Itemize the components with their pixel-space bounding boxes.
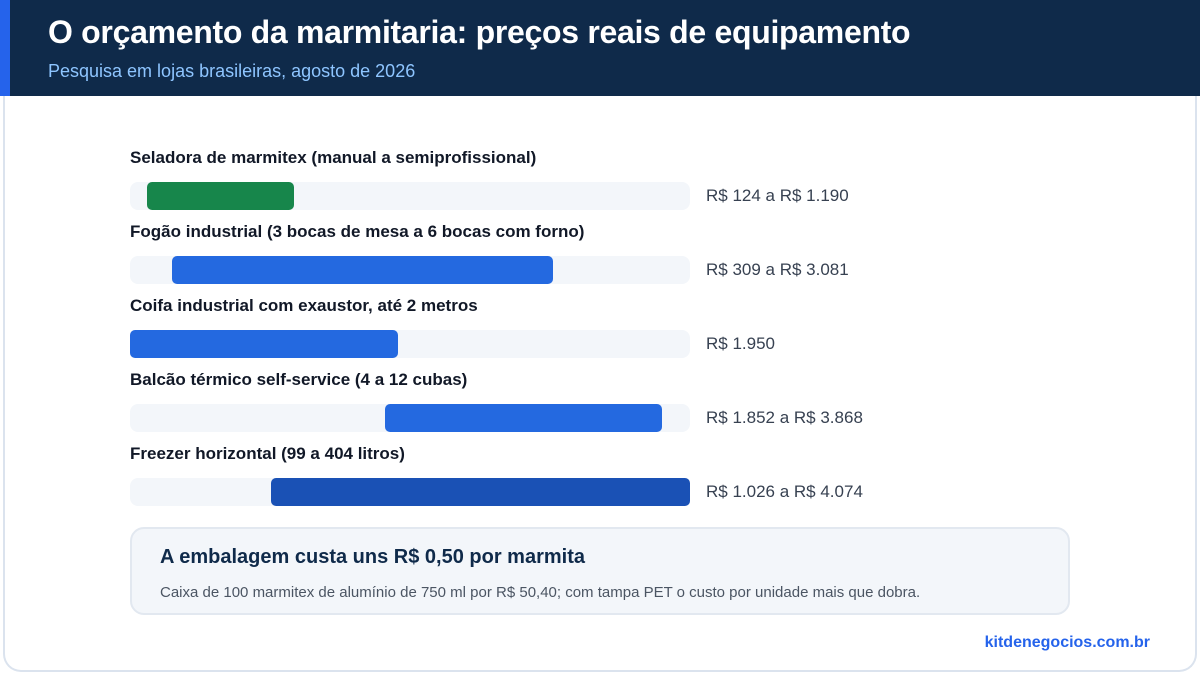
range-bar (271, 478, 690, 506)
range-bar (172, 256, 554, 284)
bar-label: Coifa industrial com exaustor, até 2 met… (130, 296, 478, 315)
bar-label: Fogão industrial (3 bocas de mesa a 6 bo… (130, 222, 585, 241)
bar-track (130, 256, 690, 284)
bar-label: Balcão térmico self-service (4 a 12 cuba… (130, 370, 468, 389)
bar-value-label: R$ 309 a R$ 3.081 (706, 260, 849, 279)
range-bar (130, 330, 399, 358)
header-accent-stripe (0, 0, 10, 96)
bar-track (130, 404, 690, 432)
note-title: A embalagem custa uns R$ 0,50 por marmit… (160, 546, 585, 568)
bar-track (130, 478, 690, 506)
bar-value-label: R$ 1.026 a R$ 4.074 (706, 482, 863, 501)
bar-value-label: R$ 124 a R$ 1.190 (706, 186, 849, 205)
packaging-note: A embalagem custa uns R$ 0,50 por marmit… (130, 527, 1070, 615)
bar-label: Seladora de marmitex (manual a semiprofi… (130, 148, 537, 167)
bar-value-label: R$ 1.852 a R$ 3.868 (706, 408, 863, 427)
range-bar (384, 404, 662, 432)
bar-track (130, 330, 690, 358)
bar-label: Freezer horizontal (99 a 404 litros) (130, 444, 405, 463)
source-link[interactable]: kitdenegocios.com.br (984, 634, 1150, 651)
note-text: Caixa de 100 marmitex de alumínio de 750… (160, 584, 921, 601)
range-bar (147, 182, 294, 210)
page-title: O orçamento da marmitaria: preços reais … (48, 14, 911, 50)
header: O orçamento da marmitaria: preços reais … (0, 0, 1200, 96)
bar-track (130, 182, 690, 210)
bar-value-label: R$ 1.950 (706, 334, 775, 353)
page-subtitle: Pesquisa em lojas brasileiras, agosto de… (48, 61, 416, 81)
